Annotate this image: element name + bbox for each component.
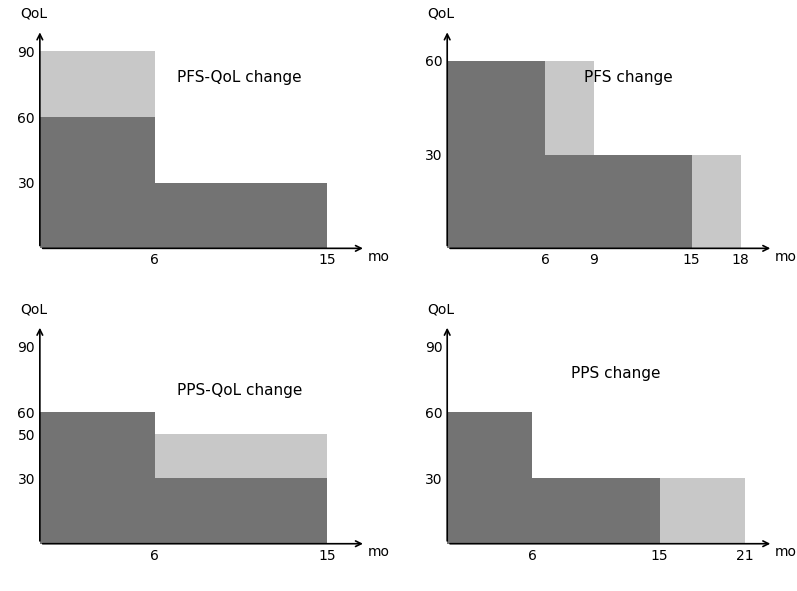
Bar <box>40 51 155 117</box>
Bar <box>155 434 328 478</box>
Bar <box>155 183 328 248</box>
Text: PFS change: PFS change <box>584 70 673 85</box>
Text: mo: mo <box>775 545 797 560</box>
Text: PFS-QoL change: PFS-QoL change <box>177 70 301 85</box>
Text: QoL: QoL <box>428 7 455 21</box>
Bar <box>692 155 740 248</box>
Bar <box>447 413 532 544</box>
Bar <box>545 61 594 248</box>
Bar <box>447 61 545 248</box>
Bar <box>532 478 660 544</box>
Text: mo: mo <box>775 250 797 264</box>
Text: QoL: QoL <box>428 302 455 316</box>
Text: QoL: QoL <box>20 7 48 21</box>
Bar <box>40 117 155 248</box>
Text: mo: mo <box>367 250 390 264</box>
Bar <box>545 155 692 248</box>
Text: PPS-QoL change: PPS-QoL change <box>177 383 302 398</box>
Text: mo: mo <box>367 545 390 560</box>
Bar <box>660 478 744 544</box>
Text: PPS change: PPS change <box>571 366 661 381</box>
Text: QoL: QoL <box>20 302 48 316</box>
Bar <box>40 413 155 544</box>
Bar <box>155 478 328 544</box>
